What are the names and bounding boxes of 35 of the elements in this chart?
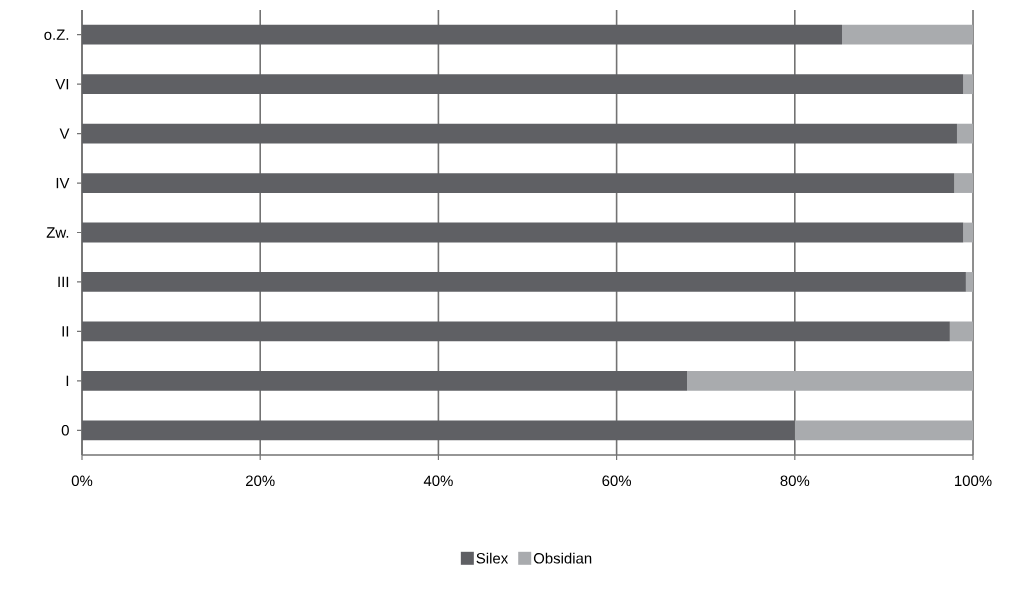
bar — [687, 370, 974, 391]
bar — [954, 173, 974, 193]
x-tick-label: 20% — [246, 475, 275, 487]
y-tick-label: Zw. — [46, 227, 69, 238]
bar — [82, 123, 957, 144]
bar — [82, 370, 687, 391]
y-tick-label: I — [66, 375, 69, 386]
x-tick-label: 100% — [955, 475, 992, 487]
y-tick-label: II — [62, 326, 69, 337]
y-tick-label: IV — [56, 177, 70, 189]
bar — [82, 420, 795, 441]
bar — [82, 272, 966, 292]
y-tick-label: III — [58, 276, 69, 288]
x-tick-label: 40% — [423, 475, 453, 487]
bar — [82, 74, 964, 95]
bar — [963, 222, 974, 243]
bar — [956, 123, 974, 144]
bar — [82, 24, 843, 45]
x-tick-label: 0% — [71, 475, 93, 487]
y-tick-label: VI — [55, 79, 69, 90]
bar — [82, 173, 955, 193]
x-tick-label: 60% — [602, 475, 632, 487]
legend-label: Obsidian — [533, 552, 592, 564]
bar — [82, 321, 950, 342]
y-tick-label: o.Z. — [44, 29, 69, 40]
bar — [842, 24, 974, 45]
legend-label: Silex — [476, 552, 509, 564]
x-tick-label: 80% — [780, 475, 810, 487]
y-tick-label: 0 — [61, 424, 69, 436]
bar — [794, 420, 974, 441]
bar — [965, 272, 974, 292]
bar — [963, 74, 974, 95]
y-tick-label: V — [59, 128, 70, 139]
bar — [82, 222, 964, 243]
bar — [949, 321, 974, 342]
